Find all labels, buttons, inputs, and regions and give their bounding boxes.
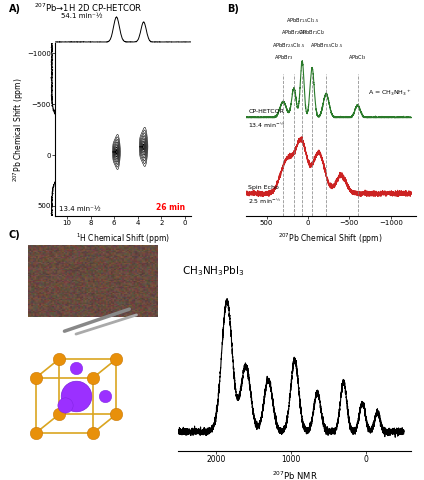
Text: C): C) (8, 229, 20, 240)
Text: CP-HETCOR: CP-HETCOR (248, 109, 284, 114)
Text: APbBr$_1$Cl$_2$: APbBr$_1$Cl$_2$ (299, 28, 325, 37)
Text: APbBr$_3$: APbBr$_3$ (273, 53, 293, 62)
Text: A = CH$_3$NH$_3$$^+$: A = CH$_3$NH$_3$$^+$ (368, 88, 412, 98)
Text: 26 min: 26 min (156, 203, 185, 212)
Text: CH$_3$NH$_3$PbI$_3$: CH$_3$NH$_3$PbI$_3$ (182, 264, 244, 278)
Text: 2.5 min$^{-½}$: 2.5 min$^{-½}$ (248, 196, 282, 205)
Text: $^{207}$Pb→1H 2D CP-HETCOR: $^{207}$Pb→1H 2D CP-HETCOR (34, 1, 142, 14)
X-axis label: $^{207}$Pb NMR: $^{207}$Pb NMR (272, 470, 318, 480)
Text: APbBr$_{0.5}$Cl$_{2.5}$: APbBr$_{0.5}$Cl$_{2.5}$ (310, 41, 343, 49)
X-axis label: $^{1}$H Chemical Shift (ppm): $^{1}$H Chemical Shift (ppm) (76, 232, 170, 246)
Text: A): A) (8, 4, 20, 14)
Text: Spin Echo: Spin Echo (248, 185, 279, 190)
Text: B): B) (227, 4, 239, 14)
Text: APbBr$_{1.5}$Cl$_{1.5}$: APbBr$_{1.5}$Cl$_{1.5}$ (286, 16, 319, 25)
X-axis label: $^{207}$Pb Chemical Shift (ppm): $^{207}$Pb Chemical Shift (ppm) (279, 232, 383, 246)
Text: 54.1 min⁻½: 54.1 min⁻½ (61, 13, 103, 19)
Text: APbBr$_{2.5}$Cl$_{0.5}$: APbBr$_{2.5}$Cl$_{0.5}$ (272, 41, 305, 49)
Y-axis label: $^{207}$Pb Chemical Shift (ppm): $^{207}$Pb Chemical Shift (ppm) (11, 77, 26, 182)
Text: 13.4 min$^{-½}$: 13.4 min$^{-½}$ (248, 120, 286, 130)
Text: APbBr$_2$Cl$_1$: APbBr$_2$Cl$_1$ (281, 28, 307, 37)
Text: 13.4 min⁻½: 13.4 min⁻½ (59, 206, 100, 212)
Text: APbCl$_3$: APbCl$_3$ (349, 53, 367, 62)
